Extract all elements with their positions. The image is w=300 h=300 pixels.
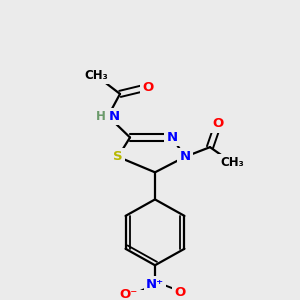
Text: N: N (108, 110, 120, 123)
Text: O: O (174, 286, 186, 299)
Text: N: N (167, 131, 178, 144)
Text: O⁻: O⁻ (119, 288, 137, 300)
Text: N: N (179, 150, 191, 163)
Text: N⁺: N⁺ (146, 278, 164, 291)
Text: O: O (212, 117, 224, 130)
Text: S: S (113, 150, 123, 163)
Text: H: H (96, 110, 106, 123)
Text: O: O (142, 81, 154, 94)
Text: CH₃: CH₃ (84, 69, 108, 82)
Text: CH₃: CH₃ (220, 156, 244, 169)
